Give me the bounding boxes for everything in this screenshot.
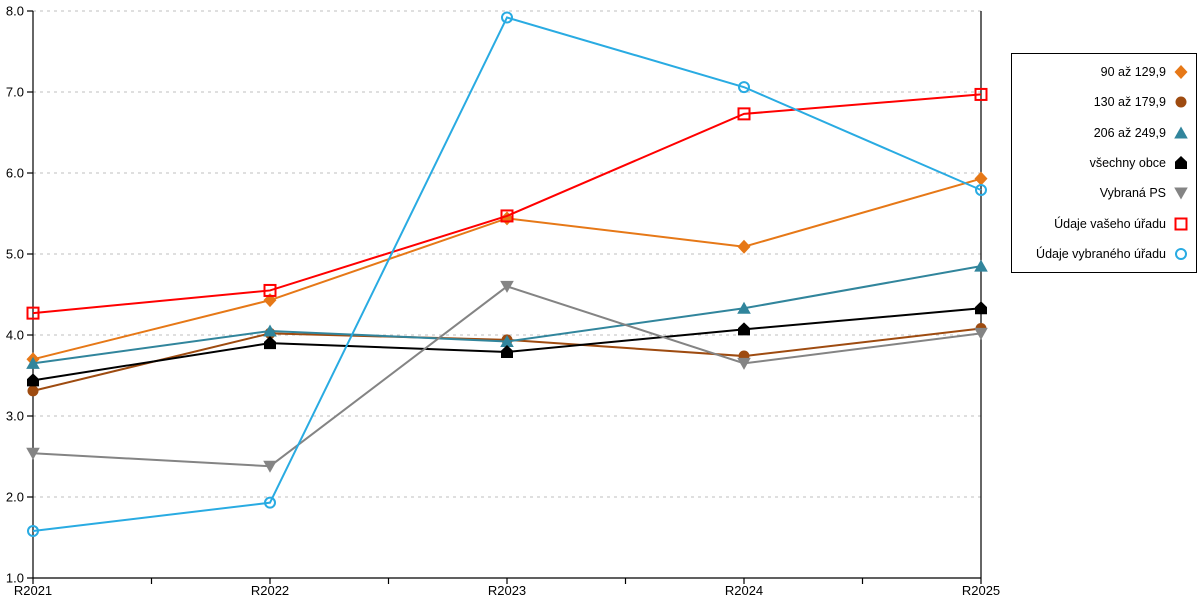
data-point-3-R2025	[975, 301, 987, 315]
data-point-4-R2023	[500, 280, 514, 293]
data-point-4-R2021	[26, 447, 40, 460]
circle-open-glyph	[1175, 247, 1187, 260]
data-point-2-R2024	[737, 301, 751, 314]
legend-label: 130 až 179,9	[1093, 95, 1166, 110]
data-point-5-R2024	[737, 107, 751, 121]
diamond-icon	[1174, 65, 1188, 80]
x-tick-label: R2021	[14, 583, 52, 598]
legend-item-3: všechny obce	[1012, 155, 1196, 171]
triangle-up-icon	[1174, 126, 1188, 139]
data-point-6-R2021	[27, 525, 39, 538]
data-point-0-R2024	[737, 239, 751, 254]
series-line-0	[32, 177, 982, 361]
data-point-2-R2021	[26, 356, 40, 369]
data-point-6-R2022	[264, 496, 276, 509]
legend-label: Údaje vybraného úřadu	[1036, 246, 1166, 261]
data-point-4-R2025	[974, 327, 988, 340]
triangle-down-glyph	[1174, 187, 1188, 200]
series-line-6	[32, 16, 982, 533]
data-point-3-R2024	[738, 322, 750, 336]
y-tick-label: 8.0	[6, 4, 24, 19]
legend-item-1: 130 až 179,9	[1012, 94, 1196, 110]
data-point-5-R2022	[263, 283, 277, 297]
x-tick-label: R2023	[488, 583, 526, 598]
legend: 90 až 129,9 130 až 179,9 206 až 249,9 všech…	[1011, 53, 1197, 273]
legend-label: Vybraná PS	[1099, 186, 1166, 201]
data-point-4-R2022	[263, 460, 277, 473]
data-point-4-R2024	[737, 357, 751, 370]
data-point-6-R2024	[738, 81, 750, 94]
y-tick-label: 4.0	[6, 328, 24, 343]
data-point-5-R2025	[974, 87, 988, 101]
y-tick-label: 7.0	[6, 85, 24, 100]
x-tick-label: R2024	[725, 583, 763, 598]
series-line-4	[32, 285, 982, 468]
circle-open-icon	[1175, 247, 1187, 260]
data-point-2-R2023	[500, 334, 514, 347]
diamond-glyph	[1174, 65, 1188, 80]
data-point-5-R2023	[500, 209, 514, 223]
legend-item-0: 90 až 129,9	[1012, 64, 1196, 80]
y-tick-label: 2.0	[6, 490, 24, 505]
legend-item-4: Vybraná PS	[1012, 185, 1196, 201]
data-point-3-R2021	[27, 373, 39, 387]
legend-label: 90 až 129,9	[1100, 65, 1166, 80]
data-point-3-R2023	[501, 345, 513, 359]
data-point-6-R2023	[501, 11, 513, 24]
data-point-5-R2021	[26, 306, 40, 320]
pentagon-glyph	[1175, 155, 1187, 169]
legend-item-2: 206 až 249,9	[1012, 125, 1196, 141]
square-open-icon	[1174, 217, 1188, 231]
legend-item-5: Údaje vašeho úřadu	[1012, 216, 1196, 232]
circle-glyph	[1175, 96, 1187, 108]
y-tick-label: 5.0	[6, 247, 24, 262]
triangle-up-glyph	[1174, 126, 1188, 139]
legend-label: Údaje vašeho úřadu	[1054, 216, 1166, 231]
data-point-6-R2025	[975, 184, 987, 197]
y-tick-label: 3.0	[6, 409, 24, 424]
circle-icon	[1175, 96, 1187, 108]
data-point-2-R2025	[974, 259, 988, 272]
data-point-3-R2022	[264, 336, 276, 350]
data-point-1-R2021	[27, 385, 39, 397]
x-tick-label: R2022	[251, 583, 289, 598]
legend-label: všechny obce	[1089, 155, 1166, 170]
square-open-glyph	[1174, 217, 1188, 231]
data-point-0-R2025	[974, 171, 988, 186]
legend-item-6: Údaje vybraného úřadu	[1012, 246, 1196, 262]
x-tick-label: R2025	[962, 583, 1000, 598]
y-tick-label: 6.0	[6, 166, 24, 181]
pentagon-icon	[1175, 155, 1187, 169]
triangle-down-icon	[1174, 187, 1188, 200]
y-tick-label: 1.0	[6, 571, 24, 586]
series-line-5	[32, 93, 982, 315]
legend-label: 206 až 249,9	[1093, 125, 1166, 140]
data-point-2-R2022	[263, 324, 277, 337]
